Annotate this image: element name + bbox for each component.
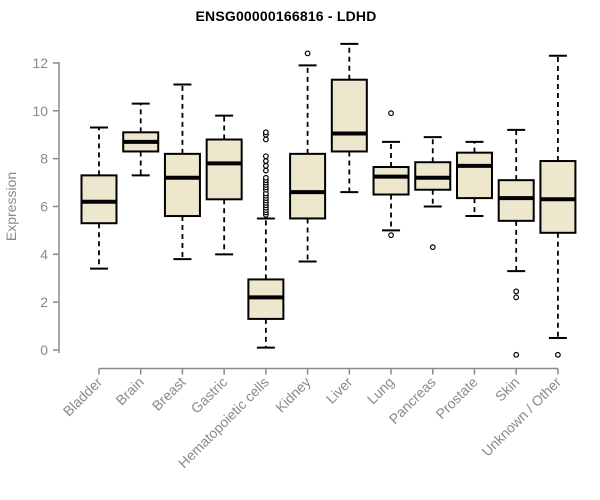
x-tick-label: Prostate bbox=[432, 374, 480, 422]
iqr-box bbox=[289, 152, 327, 220]
x-tick-label: Breast bbox=[149, 374, 189, 414]
boxplot-breast bbox=[163, 83, 201, 261]
boxplot-bladder bbox=[80, 126, 118, 270]
outlier-point bbox=[388, 232, 394, 239]
boxplot-prostate bbox=[455, 140, 493, 218]
y-tick-label: 6 bbox=[40, 198, 48, 214]
boxplot-liver bbox=[330, 42, 368, 194]
x-tick-label: Lung bbox=[364, 374, 397, 407]
outlier-point bbox=[262, 167, 269, 174]
outlier-point bbox=[262, 153, 269, 160]
iqr-box bbox=[372, 166, 410, 196]
boxplot-kidney bbox=[289, 50, 327, 263]
boxplot-unknown-other bbox=[539, 54, 577, 358]
outlier-point bbox=[513, 288, 520, 295]
y-tick-label: 12 bbox=[32, 55, 48, 71]
iqr-box bbox=[163, 152, 201, 218]
x-tick-label: Skin bbox=[492, 374, 523, 405]
y-tick-label: 8 bbox=[40, 151, 48, 167]
outlier-point bbox=[513, 351, 520, 358]
outlier-point bbox=[262, 158, 269, 164]
boxplot-skin bbox=[497, 128, 535, 358]
y-tick-label: 2 bbox=[40, 294, 48, 310]
y-tick-label: 4 bbox=[40, 246, 48, 262]
outlier-point bbox=[262, 174, 269, 181]
x-tick-label: Brain bbox=[112, 374, 146, 408]
outlier-point bbox=[513, 294, 520, 301]
x-tick-label: Kidney bbox=[272, 374, 314, 416]
outlier-point bbox=[262, 162, 269, 169]
y-tick-label: 10 bbox=[32, 103, 48, 119]
iqr-box bbox=[539, 160, 577, 234]
outlier-point bbox=[429, 244, 436, 251]
iqr-box bbox=[80, 174, 118, 225]
boxplot-brain bbox=[122, 102, 160, 177]
iqr-box bbox=[205, 138, 243, 201]
x-tick-label: Unknown / Other bbox=[478, 374, 564, 460]
iqr-box bbox=[455, 151, 493, 200]
outlier-point bbox=[262, 129, 269, 136]
outlier-point bbox=[262, 136, 269, 143]
x-tick-label: Bladder bbox=[60, 374, 106, 420]
y-tick-label: 0 bbox=[40, 342, 48, 358]
iqr-box bbox=[497, 179, 535, 222]
boxplot-gastric bbox=[205, 114, 243, 256]
y-axis-title: Expression bbox=[3, 172, 19, 241]
boxplot-pancreas bbox=[414, 136, 452, 251]
iqr-box bbox=[330, 78, 368, 153]
chart-title: ENSG00000166816 - LDHD bbox=[195, 8, 377, 24]
boxplot-hematopoietic-cells bbox=[247, 129, 285, 349]
outlier-point bbox=[304, 50, 311, 57]
outlier-point bbox=[388, 110, 394, 117]
x-tick-label: Liver bbox=[323, 374, 356, 407]
boxplot-lung bbox=[372, 110, 410, 239]
outlier-point bbox=[555, 351, 561, 358]
